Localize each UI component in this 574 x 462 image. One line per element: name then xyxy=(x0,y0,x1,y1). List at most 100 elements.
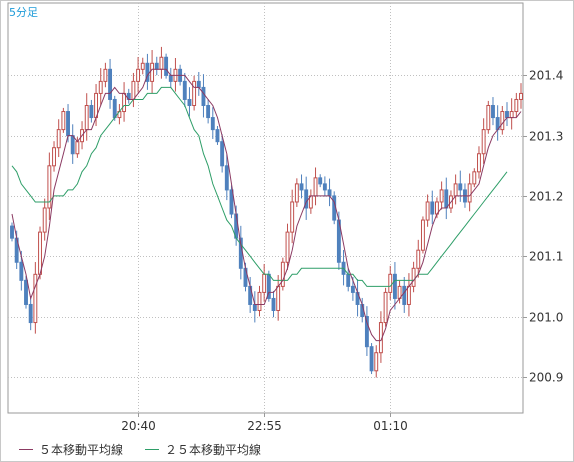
candle-body xyxy=(313,177,318,197)
y-tick-label: 201.4 xyxy=(529,69,563,83)
candle-body xyxy=(164,56,169,76)
candle-body xyxy=(75,141,80,155)
x-tick-label: 20:40 xyxy=(121,419,156,433)
y-tick-label: 201.1 xyxy=(529,250,563,264)
legend-swatch-ma5 xyxy=(19,449,33,450)
candle-body xyxy=(383,291,388,324)
candle-body xyxy=(136,68,141,82)
y-tick-label: 201.2 xyxy=(529,190,563,204)
candle-body xyxy=(453,183,458,197)
candle-body xyxy=(481,129,486,155)
candle-body xyxy=(187,98,192,107)
candle-body xyxy=(322,183,327,191)
candle-body xyxy=(505,111,509,119)
candle-body xyxy=(196,80,201,88)
candle-body xyxy=(304,189,309,209)
candle-body xyxy=(89,105,94,119)
candle-body xyxy=(112,98,117,119)
candle-body xyxy=(486,105,491,131)
candle-body xyxy=(159,56,164,70)
candle-body xyxy=(150,62,155,82)
candle-body xyxy=(10,225,14,239)
candle-body xyxy=(346,273,351,287)
candle-body xyxy=(444,189,449,209)
candle-body xyxy=(294,183,299,203)
candle-body xyxy=(24,279,28,305)
candle-body xyxy=(285,231,290,263)
y-tick-label: 200.9 xyxy=(529,371,563,385)
candle-body xyxy=(210,117,215,131)
timeframe-label: 5分足 xyxy=(9,6,38,19)
candle-body xyxy=(215,129,220,143)
legend-label-ma25: ２５本移動平均線 xyxy=(165,443,262,457)
candle-body xyxy=(430,201,435,215)
candle-body xyxy=(42,207,47,233)
candle-body xyxy=(416,249,421,269)
candle-body xyxy=(374,352,379,372)
candle-body xyxy=(477,153,481,173)
candle-body xyxy=(201,86,206,107)
candle-body xyxy=(61,111,66,131)
candle-body xyxy=(182,80,187,100)
candle-body xyxy=(472,171,477,185)
candle-body xyxy=(350,285,355,293)
legend-item-ma5: ５本移動平均線 xyxy=(19,441,123,458)
candle-body xyxy=(332,195,337,221)
candle-body xyxy=(467,183,472,203)
candle-body xyxy=(108,68,113,100)
ma5-line xyxy=(11,68,522,342)
candle-body xyxy=(458,183,463,191)
candle-body xyxy=(19,261,24,281)
candle-body xyxy=(262,273,267,293)
candle-body xyxy=(131,80,136,100)
candle-body xyxy=(500,111,505,131)
candle-body xyxy=(66,111,70,137)
candle-body xyxy=(290,201,295,233)
y-tick-label: 201.3 xyxy=(529,130,563,144)
candle-body xyxy=(276,285,281,312)
candle-body xyxy=(168,74,173,82)
candle-body xyxy=(519,92,523,100)
candle-body xyxy=(388,273,393,293)
legend-swatch-ma25 xyxy=(145,449,160,450)
x-tick-label: 01:10 xyxy=(373,419,408,433)
ma25-line xyxy=(11,86,508,287)
candle-body xyxy=(369,346,374,372)
candle-body xyxy=(47,165,52,209)
candle-body xyxy=(420,219,425,251)
candle-body xyxy=(140,62,145,70)
candle-body xyxy=(70,135,75,155)
candle-body xyxy=(33,273,38,324)
candle-body xyxy=(491,105,495,119)
candle-body xyxy=(56,129,61,149)
legend-label-ma5: ５本移動平均線 xyxy=(39,443,124,457)
candle-body xyxy=(280,261,285,287)
candle-body xyxy=(122,92,127,113)
candle-body xyxy=(514,98,519,113)
candle-body xyxy=(224,165,229,191)
candle-body xyxy=(411,267,416,287)
candle-body xyxy=(509,111,514,119)
candle-body xyxy=(327,189,332,197)
candle-body xyxy=(252,303,257,311)
candle-body xyxy=(38,231,42,275)
candle-body xyxy=(406,285,411,305)
candle-body xyxy=(229,189,234,215)
candle-body xyxy=(439,189,444,203)
candle-body xyxy=(425,201,430,221)
candle-body xyxy=(206,105,211,119)
candle-body xyxy=(84,105,89,131)
candle-body xyxy=(392,273,397,299)
candle-body xyxy=(103,68,108,82)
candle-body xyxy=(364,316,369,348)
candle-body xyxy=(257,291,262,312)
candle-body xyxy=(28,303,33,324)
candle-body xyxy=(318,177,323,185)
y-tick-label: 201.0 xyxy=(529,311,563,325)
candle-body xyxy=(271,297,276,311)
candle-body xyxy=(192,80,197,107)
legend-item-ma25: ２５本移動平均線 xyxy=(145,441,261,458)
candle-body xyxy=(220,141,225,167)
